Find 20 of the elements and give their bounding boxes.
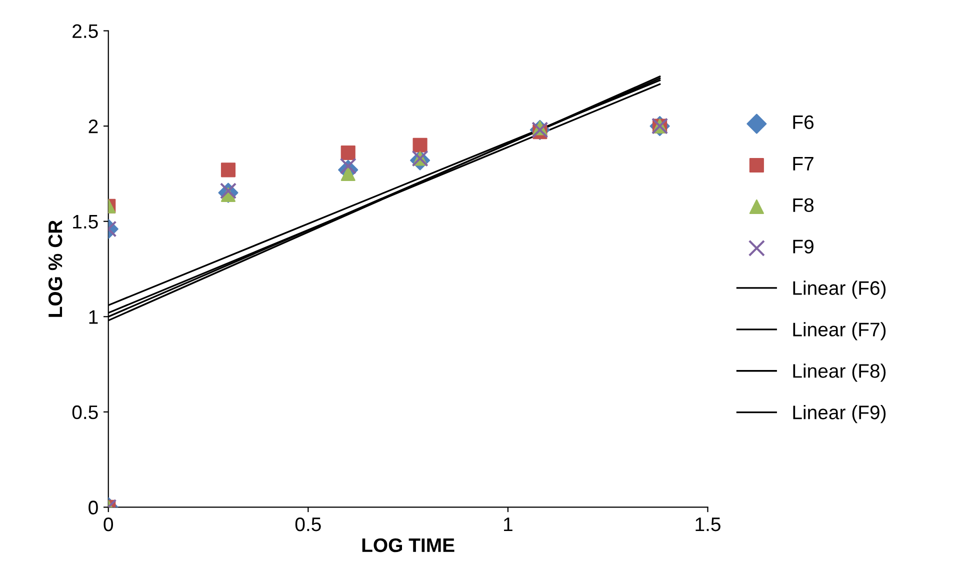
- x-tick-label: 0: [104, 517, 114, 532]
- x-tick-label: 0.5: [295, 517, 321, 532]
- y-tick-label: 0.5: [72, 405, 98, 420]
- y-axis-title: LOG % CR: [48, 220, 62, 317]
- y-tick-label: 0: [88, 500, 98, 514]
- legend-label: F8: [793, 198, 814, 212]
- x-axis-title: LOG TIME: [362, 538, 454, 552]
- y-tick-label: 1: [89, 310, 98, 324]
- legend-label: Linear (F9): [793, 405, 886, 424]
- legend-label: Linear (F7): [793, 322, 886, 340]
- legend-label: F7: [793, 157, 814, 170]
- legend-label: Linear (F6): [793, 280, 886, 299]
- y-tick-label: 2: [88, 120, 98, 134]
- x-tick-label: 1.5: [696, 518, 720, 532]
- legend-label: F6: [793, 115, 814, 130]
- legend-label: F9: [793, 240, 814, 254]
- y-tick-label: 1.5: [73, 215, 98, 229]
- x-tick-label: 1: [504, 518, 512, 532]
- y-tick-label: 2.5: [72, 24, 98, 38]
- legend-label: Linear (F8): [793, 364, 886, 382]
